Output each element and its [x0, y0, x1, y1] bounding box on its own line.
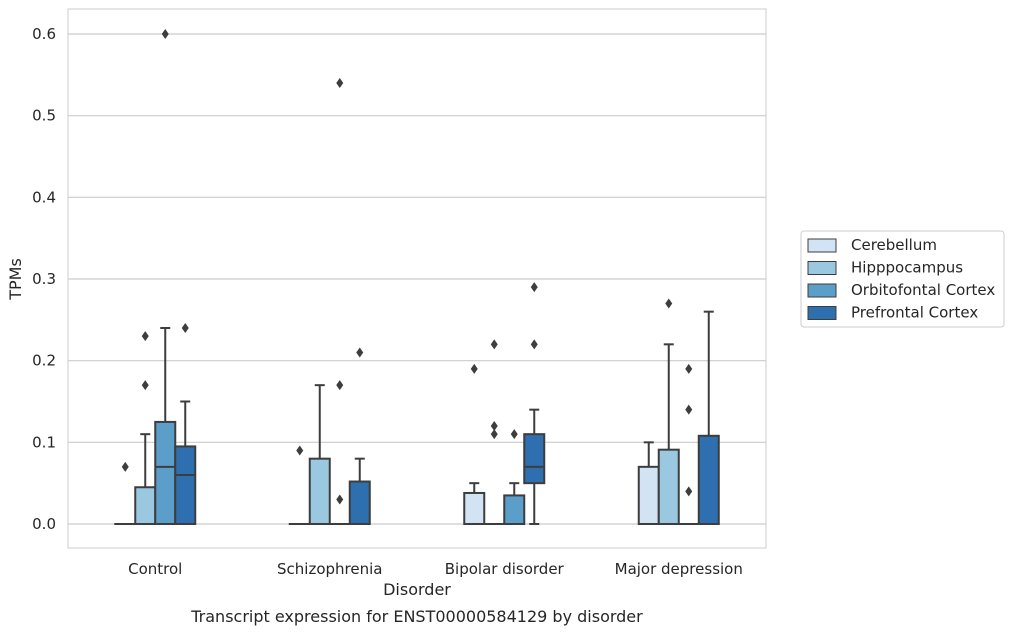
box-prefrontal-cortex: [348, 347, 371, 525]
box-hipppocampus: [308, 384, 331, 525]
box: [154, 420, 177, 525]
outlier-point: [181, 323, 189, 333]
legend-swatch: [807, 306, 837, 320]
box: [348, 480, 371, 525]
legend-label: Hipppocampus: [851, 259, 963, 277]
outlier-point: [685, 363, 693, 374]
box-hipppocampus: [657, 298, 680, 525]
outlier-point: [685, 404, 693, 415]
outlier-point: [161, 29, 169, 39]
outlier-point: [141, 331, 149, 342]
box: [637, 465, 660, 526]
outlier-point: [336, 494, 344, 505]
outlier-point: [510, 429, 518, 440]
legend-frame: [800, 230, 1005, 328]
box-orbitofontal-cortex: [328, 78, 351, 526]
legend-label: Orbitofontal Cortex: [851, 281, 995, 299]
outlier-point: [356, 347, 364, 358]
y-tick-label: 0.4: [32, 188, 56, 206]
outlier-point: [141, 380, 149, 391]
y-tick-label: 0.5: [32, 107, 56, 125]
outlier-point: [490, 339, 498, 350]
outlier-point: [336, 380, 344, 391]
legend: Cerebellum Hipppocampus Orbitofontal Corte…: [800, 230, 1005, 328]
y-tick-label: 0.3: [32, 270, 56, 288]
outlier-point: [665, 298, 673, 309]
box-cerebellum: [288, 445, 311, 526]
y-axis-title: TPMs: [6, 258, 25, 301]
box: [697, 434, 720, 525]
y-tick-label: 0.0: [32, 515, 56, 533]
box-hipppocampus: [134, 331, 157, 525]
x-tick-label: Major depression: [615, 560, 743, 578]
box-cerebellum: [114, 461, 137, 526]
y-tick-labels: 0.0 0.1 0.2 0.3 0.4 0.5 0.6: [32, 25, 56, 533]
legend-swatch: [807, 261, 837, 275]
box-hipppocampus: [483, 339, 506, 526]
legend-swatch: [807, 283, 837, 298]
y-tick-label: 0.6: [32, 25, 56, 43]
outlier-point: [490, 421, 498, 431]
x-axis-title: Disorder: [383, 580, 451, 599]
box-orbitofontal-cortex: [503, 429, 526, 525]
y-tick-label: 0.2: [32, 352, 56, 370]
box: [174, 445, 197, 525]
x-tick-labels: Control Schizophrenia Bipolar disorder Majo…: [128, 560, 743, 578]
x-tick-label: Control: [128, 560, 182, 578]
box-prefrontal-cortex: [523, 282, 546, 525]
box-cerebellum: [637, 441, 660, 526]
box-orbitofontal-cortex: [677, 363, 700, 526]
legend-label: Cerebellum: [851, 236, 937, 254]
box: [134, 486, 157, 525]
box-prefrontal-cortex: [697, 310, 720, 525]
box: [523, 433, 546, 485]
outlier-point: [490, 429, 498, 440]
box: [657, 448, 680, 525]
x-tick-label: Bipolar disorder: [445, 560, 565, 578]
outlier-point: [530, 282, 538, 293]
box-orbitofontal-cortex: [154, 29, 177, 525]
outlier-point: [530, 339, 538, 350]
plot-frame: [67, 8, 767, 549]
chart-caption: Transcript expression for ENST0000058412…: [190, 607, 643, 626]
box-prefrontal-cortex: [174, 323, 197, 525]
legend-swatch: [807, 238, 837, 253]
outlier-point: [685, 486, 693, 497]
box-groups: [114, 29, 720, 526]
outlier-point: [121, 461, 129, 472]
outlier-point: [470, 363, 478, 374]
legend-label: Prefrontal Cortex: [851, 304, 978, 322]
box-cerebellum: [463, 363, 486, 526]
box: [308, 457, 331, 525]
box: [503, 494, 526, 525]
x-tick-label: Schizophrenia: [277, 560, 382, 578]
outlier-point: [336, 78, 344, 88]
y-tick-label: 0.1: [32, 433, 56, 451]
outlier-point: [296, 445, 304, 456]
box: [463, 491, 486, 526]
